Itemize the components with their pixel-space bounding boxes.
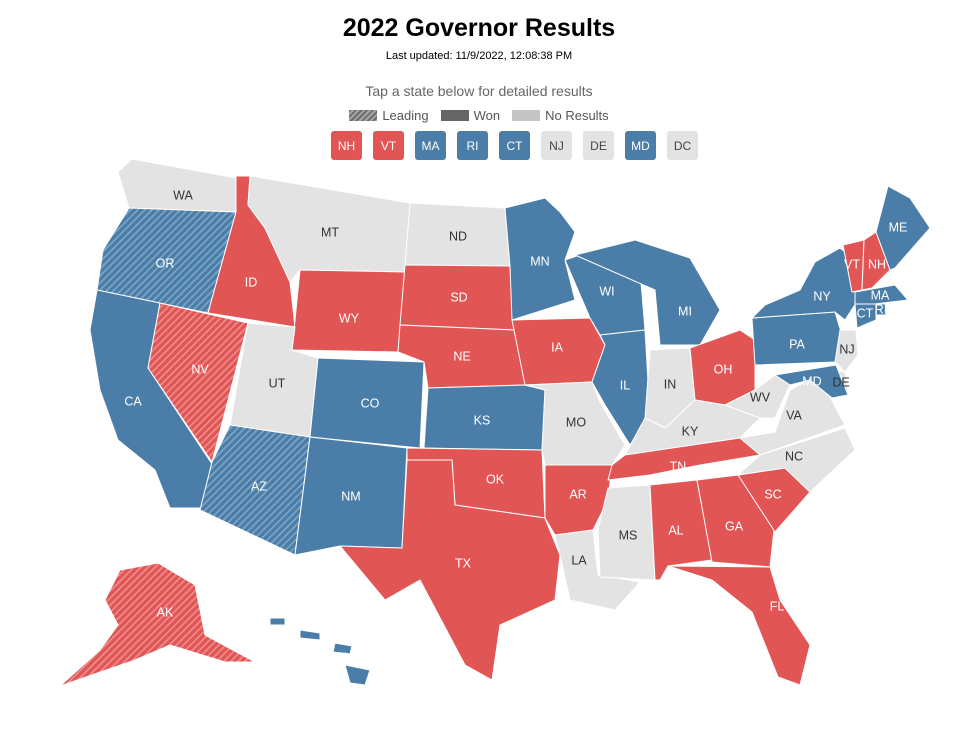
state-button-nj[interactable]: NJ (541, 131, 572, 160)
state-ny[interactable] (751, 247, 859, 321)
state-ms[interactable] (597, 484, 656, 581)
state-ak[interactable] (59, 562, 256, 687)
state-nm[interactable] (294, 436, 408, 556)
state-button-de[interactable]: DE (583, 131, 614, 160)
legend-leading-label: Leading (382, 108, 429, 123)
state-sd[interactable] (399, 264, 516, 331)
won-swatch (440, 110, 469, 121)
state-la[interactable] (554, 529, 641, 611)
state-wa[interactable] (117, 158, 243, 213)
legend-leading: Leading (349, 108, 429, 123)
state-ks[interactable] (423, 384, 546, 451)
state-button-nh[interactable]: NH (331, 131, 362, 160)
state-ct[interactable] (854, 303, 877, 329)
state-co[interactable] (309, 357, 425, 449)
state-wy[interactable] (291, 269, 406, 353)
leading-swatch (349, 110, 378, 121)
state-nj[interactable] (834, 329, 859, 373)
state-fl[interactable] (667, 565, 811, 686)
state-button-ct[interactable]: CT (499, 131, 530, 160)
state-me[interactable] (875, 185, 931, 271)
state-tx[interactable] (339, 459, 561, 681)
state-ma[interactable] (854, 284, 909, 305)
state-nc[interactable] (737, 427, 856, 493)
legend-won: Won (440, 108, 501, 123)
state-md[interactable] (774, 364, 849, 399)
state-hi[interactable] (269, 617, 371, 686)
small-state-buttons: NH VT MA RI CT NJ DE MD DC (331, 131, 698, 160)
state-button-ri[interactable]: RI (457, 131, 488, 160)
last-updated: Last updated: 11/9/2022, 12:08:38 PM (385, 50, 573, 62)
state-mi[interactable] (574, 239, 721, 346)
legend-won-label: Won (473, 108, 501, 123)
state-button-md[interactable]: MD (625, 131, 656, 160)
state-pa[interactable] (751, 311, 846, 366)
state-nd[interactable] (404, 202, 511, 267)
state-mn[interactable] (504, 197, 576, 321)
state-ri[interactable] (875, 303, 887, 316)
page-title: 2022 Governor Results (342, 14, 616, 42)
no-results-swatch (512, 110, 541, 121)
state-button-vt[interactable]: VT (373, 131, 404, 160)
state-nh[interactable] (861, 231, 891, 291)
legend: Leading Won No Results (0, 108, 958, 123)
state-az[interactable] (199, 424, 311, 556)
state-button-ma[interactable]: MA (415, 131, 446, 160)
state-il[interactable] (591, 329, 651, 446)
legend-no-results: No Results (512, 108, 609, 123)
instruction-text: Tap a state below for detailed results (365, 83, 593, 99)
state-button-dc[interactable]: DC (667, 131, 698, 160)
state-ia[interactable] (511, 317, 606, 386)
legend-no-results-label: No Results (545, 108, 609, 123)
